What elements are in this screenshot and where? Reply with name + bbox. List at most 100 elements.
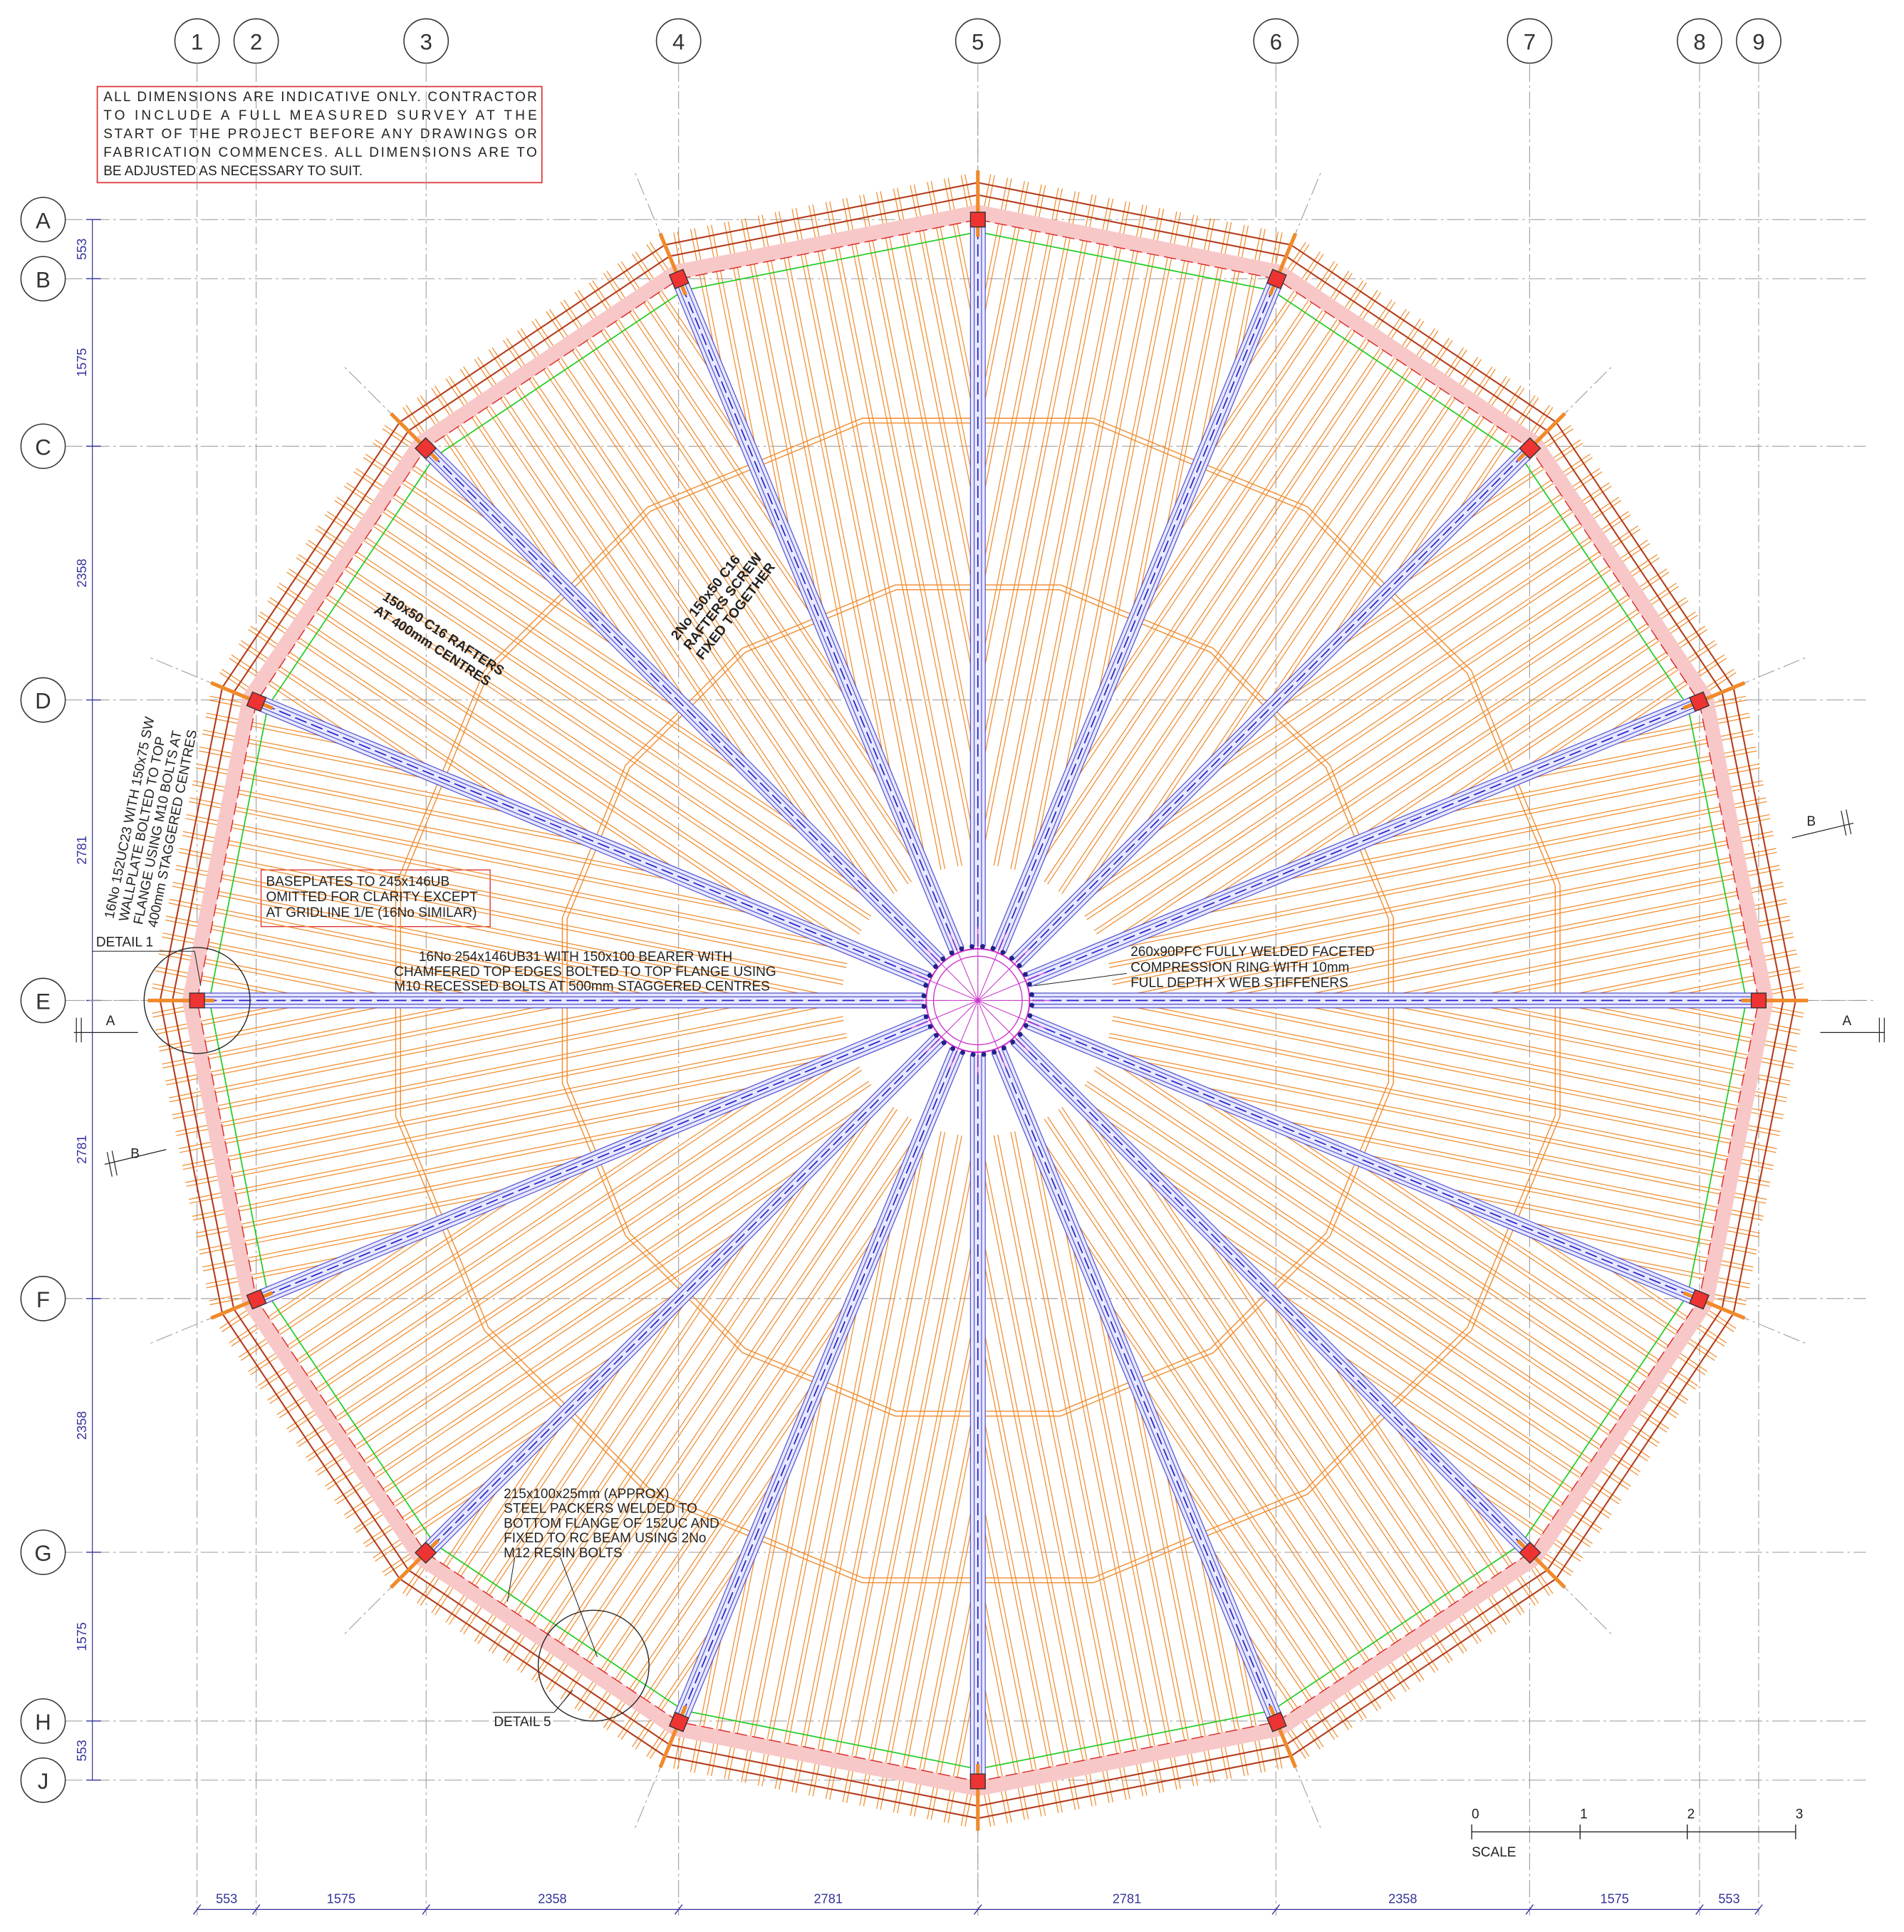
note: 16No 254x146UB31 WITH 150x100 BEARER WIT… bbox=[394, 950, 776, 994]
dimension-label: 2781 bbox=[814, 1892, 843, 1906]
grid-label: D bbox=[35, 689, 51, 714]
dimension-label: 553 bbox=[75, 239, 89, 260]
bolt bbox=[959, 946, 964, 951]
column bbox=[970, 1774, 985, 1789]
dimension-label: 1575 bbox=[327, 1892, 355, 1906]
bolt bbox=[1027, 1013, 1032, 1018]
note-line: CHAMFERED TOP EDGES BOLTED TO TOP FLANGE… bbox=[394, 965, 776, 980]
grid-label: 3 bbox=[420, 30, 432, 55]
bolt bbox=[924, 1014, 929, 1019]
page: {"grid":{"columns":["1","2","3","4","5",… bbox=[0, 0, 1904, 1932]
bolt bbox=[927, 973, 932, 978]
bolt bbox=[1002, 1046, 1006, 1051]
dimension-label: 553 bbox=[75, 1740, 89, 1761]
bolt bbox=[1029, 992, 1034, 997]
bolt bbox=[991, 946, 996, 951]
note-line: 215x100x25mm (APPROX) bbox=[504, 1487, 669, 1502]
note-line: 260x90PFC FULLY WELDED FACETED bbox=[1130, 945, 1374, 960]
note: BASEPLATES TO 245x146UBOMITTED FOR CLARI… bbox=[266, 875, 478, 920]
dimension-label: 2781 bbox=[75, 1135, 89, 1163]
dimension-label: 553 bbox=[216, 1892, 237, 1906]
section-label: A bbox=[1843, 1014, 1852, 1029]
grid-label: 9 bbox=[1752, 30, 1764, 55]
scale-label: SCALE bbox=[1472, 1845, 1516, 1860]
note-line: M12 RESIN BOLTS bbox=[504, 1546, 622, 1561]
bolt bbox=[1023, 972, 1028, 977]
bolt bbox=[980, 944, 985, 949]
section-label: B bbox=[130, 1147, 140, 1162]
bolt bbox=[1029, 1003, 1034, 1008]
scale-tick-label: 2 bbox=[1687, 1807, 1695, 1822]
background bbox=[0, 0, 1904, 1931]
section-label: A bbox=[106, 1014, 115, 1029]
note-line: TO INCLUDE A FULL MEASURED SURVEY AT THE bbox=[103, 108, 537, 123]
detail-label: DETAIL 1 bbox=[96, 935, 153, 950]
bolt bbox=[1000, 950, 1005, 955]
grid-label: 6 bbox=[1270, 30, 1282, 55]
bolt bbox=[960, 1050, 965, 1055]
bolt bbox=[940, 957, 945, 962]
bolt bbox=[950, 950, 954, 955]
note-line: OMITTED FOR CLARITY EXCEPT bbox=[266, 890, 478, 905]
section-label: B bbox=[1806, 814, 1816, 829]
grid-label: C bbox=[35, 435, 51, 459]
dimension-label: 2358 bbox=[1388, 1892, 1417, 1906]
note-line: FULL DEPTH X WEB STIFFENERS bbox=[1130, 975, 1348, 990]
grid-label: J bbox=[38, 1769, 49, 1794]
note-line: BASEPLATES TO 245x146UB bbox=[266, 875, 449, 890]
bolt bbox=[1024, 1023, 1029, 1028]
bolt bbox=[922, 1004, 927, 1009]
grid-label: 5 bbox=[972, 30, 984, 55]
grid-label: E bbox=[36, 990, 51, 1014]
bolt bbox=[934, 1033, 939, 1038]
bolt bbox=[923, 983, 928, 988]
bolt bbox=[942, 1040, 947, 1045]
bolt bbox=[1017, 963, 1022, 968]
column bbox=[189, 993, 204, 1008]
scale-tick-label: 3 bbox=[1796, 1807, 1804, 1822]
grid-label: 7 bbox=[1524, 30, 1536, 55]
bolt bbox=[933, 964, 938, 969]
grid-label: G bbox=[34, 1541, 51, 1566]
grid-label: 2 bbox=[250, 30, 262, 55]
note-line: BOTTOM FLANGE OF 152UC AND bbox=[504, 1516, 719, 1531]
bolt bbox=[1009, 956, 1014, 961]
column bbox=[1752, 993, 1767, 1008]
note-line: STEEL PACKERS WELDED TO bbox=[504, 1502, 697, 1517]
bolt bbox=[1010, 1039, 1015, 1044]
grid-label: 4 bbox=[672, 30, 685, 55]
grid-label: F bbox=[36, 1287, 50, 1312]
dimension-label: 553 bbox=[1718, 1892, 1739, 1906]
note-line: M10 RECESSED BOLTS AT 500mm STAGGERED CE… bbox=[394, 980, 770, 994]
bolt bbox=[992, 1050, 997, 1055]
note-line: AT GRIDLINE 1/E (16No SIMILAR) bbox=[266, 905, 477, 920]
grid-label: B bbox=[36, 267, 51, 292]
note: 260x90PFC FULLY WELDED FACETEDCOMPRESSIO… bbox=[1130, 945, 1374, 990]
dimension-label: 2358 bbox=[75, 559, 89, 587]
dimension-label: 2358 bbox=[75, 1411, 89, 1440]
bolt bbox=[982, 1052, 987, 1057]
dimension-label: 1575 bbox=[1601, 1892, 1629, 1906]
bolt bbox=[971, 1052, 976, 1057]
dimension-label: 2781 bbox=[1113, 1892, 1141, 1906]
column bbox=[970, 212, 985, 227]
bolt bbox=[1027, 982, 1032, 987]
note-line: START OF THE PROJECT BEFORE ANY DRAWINGS… bbox=[103, 127, 537, 142]
bolt bbox=[922, 993, 927, 998]
note-line: FIXED TO RC BEAM USING 2No bbox=[504, 1531, 706, 1546]
bolt bbox=[950, 1046, 955, 1051]
scale-tick-label: 0 bbox=[1472, 1807, 1479, 1822]
dimension-label: 1575 bbox=[75, 1622, 89, 1651]
grid-label: 1 bbox=[191, 30, 203, 55]
dimension-label: 2358 bbox=[538, 1892, 566, 1906]
note-line: 16No 254x146UB31 WITH 150x100 BEARER WIT… bbox=[419, 950, 732, 965]
dimension-label: 1575 bbox=[75, 348, 89, 377]
detail-label: DETAIL 5 bbox=[494, 1715, 551, 1730]
dimension-label: 2781 bbox=[75, 836, 89, 864]
grid-label: 8 bbox=[1693, 30, 1705, 55]
roof-plan: 123456789ABCDEFGHJ5531575235827812781235… bbox=[0, 0, 1904, 1932]
bolt bbox=[969, 944, 974, 949]
grid-label: H bbox=[35, 1710, 51, 1735]
grid-label: A bbox=[36, 208, 51, 233]
note-line: ALL DIMENSIONS ARE INDICATIVE ONLY. CONT… bbox=[103, 90, 537, 105]
